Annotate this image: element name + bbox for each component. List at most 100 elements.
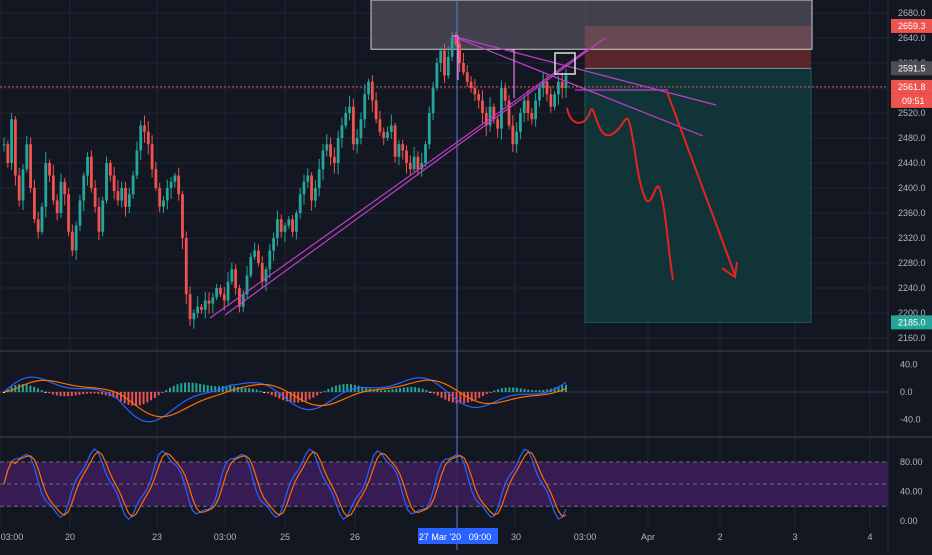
macd-histogram-bar bbox=[248, 388, 251, 392]
stoch-tick-label: 80.00 bbox=[900, 457, 923, 467]
target-zone[interactable] bbox=[584, 67, 812, 323]
macd-histogram-bar bbox=[255, 389, 258, 392]
macd-histogram-bar bbox=[93, 392, 96, 394]
macd-histogram-bar bbox=[432, 392, 435, 394]
price-label-bg bbox=[891, 79, 932, 94]
macd-tick-label: -40.0 bbox=[900, 415, 921, 425]
candle-body bbox=[469, 81, 473, 88]
candle-body bbox=[260, 263, 264, 282]
candle-body bbox=[370, 81, 374, 101]
macd-histogram-bar bbox=[365, 387, 368, 392]
candle-body bbox=[196, 306, 200, 313]
candle-body bbox=[257, 250, 260, 263]
macd-histogram-bar bbox=[493, 390, 496, 392]
macd-histogram-bar bbox=[240, 387, 243, 392]
macd-histogram-bar bbox=[89, 392, 92, 394]
candle-body bbox=[317, 169, 321, 188]
candle-body bbox=[234, 269, 238, 288]
candle-body bbox=[162, 200, 165, 207]
macd-histogram-bar bbox=[440, 392, 443, 398]
macd-histogram-bar bbox=[421, 388, 424, 392]
candle-body bbox=[131, 175, 135, 195]
macd-histogram-bar bbox=[225, 385, 228, 392]
candle-body bbox=[287, 219, 291, 226]
trendline-resistance-1[interactable] bbox=[451, 35, 717, 106]
macd-histogram-bar bbox=[527, 389, 530, 392]
macd-histogram-bar bbox=[85, 392, 88, 394]
macd-histogram-bar bbox=[515, 387, 518, 392]
macd-histogram-bar bbox=[380, 390, 383, 392]
candle-body bbox=[302, 181, 306, 195]
candle-body bbox=[127, 194, 131, 207]
projected-path-2[interactable] bbox=[666, 91, 736, 276]
candle-body bbox=[51, 175, 55, 201]
highlight-square[interactable] bbox=[554, 52, 576, 75]
candle-body bbox=[313, 188, 317, 201]
macd-histogram-bar bbox=[565, 384, 567, 392]
candle-body bbox=[276, 219, 279, 238]
candle-body bbox=[386, 131, 389, 138]
trendline-resistance-2[interactable] bbox=[451, 35, 704, 137]
macd-histogram-bar bbox=[78, 392, 81, 395]
price-tick-label: 2640.0 bbox=[898, 33, 926, 43]
macd-histogram-bar bbox=[308, 392, 311, 400]
macd-histogram-bar bbox=[361, 386, 364, 392]
macd-histogram-bar bbox=[414, 387, 417, 392]
macd-histogram-bar bbox=[180, 383, 183, 392]
macd-histogram-bar bbox=[410, 386, 413, 392]
countdown-text: 09:51 bbox=[902, 96, 925, 106]
macd-histogram-bar bbox=[417, 387, 420, 392]
candle-body bbox=[2, 144, 6, 146]
macd-histogram-bar bbox=[70, 392, 73, 396]
macd-histogram-bar bbox=[199, 383, 202, 392]
macd-histogram-bar bbox=[251, 388, 254, 392]
candle-body bbox=[249, 256, 253, 276]
macd-histogram-bar bbox=[538, 390, 541, 392]
macd-histogram-bar bbox=[274, 392, 277, 397]
macd-histogram-bar bbox=[485, 392, 488, 395]
candle-body bbox=[188, 294, 192, 320]
candle-body bbox=[48, 163, 51, 176]
candle-body bbox=[553, 94, 557, 107]
macd-histogram-bar bbox=[244, 387, 247, 392]
resistance-box[interactable] bbox=[370, 0, 813, 50]
candle-body bbox=[374, 100, 378, 120]
candle-body bbox=[458, 44, 462, 63]
stop-zone[interactable] bbox=[585, 25, 811, 69]
candle-body bbox=[154, 169, 158, 188]
macd-histogram-bar bbox=[504, 387, 507, 392]
candle-body bbox=[139, 125, 143, 151]
macd-histogram-bar bbox=[327, 388, 330, 392]
candle-body bbox=[405, 150, 408, 163]
candle-body bbox=[336, 138, 340, 163]
candle-body bbox=[329, 144, 332, 157]
macd-histogram-bar bbox=[161, 392, 164, 393]
macd-histogram-bar bbox=[33, 386, 36, 392]
macd-histogram-bar bbox=[48, 392, 51, 394]
price-tick-label: 2440.0 bbox=[898, 158, 926, 168]
macd-histogram-bar bbox=[214, 386, 217, 392]
macd-histogram-bar bbox=[202, 384, 205, 392]
projected-path-1[interactable] bbox=[566, 107, 674, 281]
macd-histogram-bar bbox=[553, 387, 556, 392]
candle-body bbox=[230, 269, 234, 282]
x-axis-label: 03:00 bbox=[214, 532, 237, 542]
macd-histogram-bar bbox=[436, 392, 439, 396]
macd-histogram-bar bbox=[357, 385, 360, 392]
macd-histogram-bar bbox=[63, 392, 66, 397]
trendline-support-2[interactable] bbox=[224, 37, 606, 316]
candle-body bbox=[89, 156, 93, 188]
candle-body bbox=[363, 94, 367, 120]
candle-body bbox=[454, 38, 458, 45]
candle-body bbox=[511, 125, 515, 145]
macd-histogram-bar bbox=[112, 392, 115, 398]
trendline-support-1[interactable] bbox=[209, 48, 589, 319]
macd-histogram-bar bbox=[497, 389, 500, 392]
countdown-bg bbox=[891, 93, 932, 108]
candle-body bbox=[222, 294, 226, 301]
crosshair-date-bg bbox=[418, 528, 462, 544]
candle-body bbox=[93, 188, 97, 207]
price-tick-label: 2160.0 bbox=[898, 333, 926, 343]
